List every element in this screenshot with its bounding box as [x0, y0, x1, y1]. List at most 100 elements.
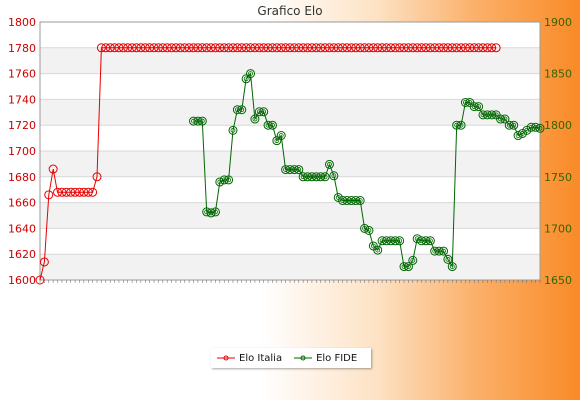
data-point [197, 116, 207, 126]
data-point [289, 43, 299, 53]
data-point [456, 120, 466, 130]
data-point [228, 43, 238, 53]
y-right-tick-label: 1800 [544, 119, 572, 132]
data-point [105, 43, 115, 53]
data-point [417, 43, 427, 53]
data-point [202, 43, 212, 53]
data-point [276, 43, 286, 53]
data-point [342, 196, 352, 206]
data-point-inner [213, 209, 218, 215]
data-point [202, 207, 212, 217]
y-left-tick-label: 1600 [8, 274, 36, 287]
data-point [294, 165, 304, 175]
data-point [210, 43, 220, 53]
data-point [439, 43, 449, 53]
data-point [342, 43, 352, 53]
data-point [92, 172, 102, 182]
data-point [329, 43, 339, 53]
data-point [500, 114, 510, 124]
data-point [456, 43, 466, 53]
data-point [35, 275, 45, 285]
y-left-tick-label: 1700 [8, 145, 36, 158]
data-point [267, 120, 277, 130]
data-point [263, 120, 273, 130]
data-point [232, 43, 242, 53]
data-point [377, 43, 387, 53]
data-point [96, 43, 106, 53]
series-line-1 [193, 72, 541, 269]
legend: Elo Italia Elo FIDE [211, 348, 371, 368]
data-point [250, 43, 260, 53]
data-point [311, 172, 321, 182]
data-point [381, 236, 391, 246]
data-point [333, 43, 343, 53]
data-point [412, 43, 422, 53]
data-point [373, 245, 383, 255]
y-right-tick-label: 1750 [544, 171, 572, 184]
data-point-inner [270, 122, 275, 128]
data-point [460, 43, 470, 53]
data-point [149, 43, 159, 53]
y-left-tick-label: 1780 [8, 42, 36, 55]
data-point [267, 43, 277, 53]
data-point [175, 43, 185, 53]
data-point [338, 196, 348, 206]
data-point [447, 43, 457, 53]
data-point-inner [467, 100, 473, 105]
data-point [237, 105, 247, 115]
legend-line-fide-icon [294, 355, 313, 361]
data-point-inner [366, 228, 372, 233]
data-point [140, 43, 150, 53]
data-point [285, 165, 295, 175]
data-point [210, 207, 220, 217]
data-point [127, 43, 137, 53]
data-point [364, 225, 374, 235]
data-point [206, 208, 216, 218]
data-point [509, 120, 519, 130]
data-point [478, 43, 488, 53]
legend-line-italia-icon [217, 355, 235, 361]
data-point [364, 43, 374, 53]
data-point [491, 43, 501, 53]
data-point [39, 257, 49, 267]
data-point [408, 255, 418, 265]
data-point [101, 43, 111, 53]
data-point [285, 43, 295, 53]
data-point [373, 43, 383, 53]
data-point [189, 116, 199, 126]
data-point [171, 43, 181, 53]
data-point-inner [441, 248, 446, 254]
y-left-tick-label: 1760 [8, 68, 36, 81]
data-point-inner [476, 104, 481, 110]
data-point [320, 43, 330, 53]
grid-band [40, 151, 540, 177]
data-point-inner [406, 264, 411, 269]
data-point [474, 102, 484, 112]
data-point [197, 43, 207, 53]
data-point [368, 43, 378, 53]
data-point [390, 236, 400, 246]
data-point [425, 236, 435, 246]
data-point [136, 43, 146, 53]
data-point [118, 43, 128, 53]
data-point [303, 43, 313, 53]
data-point [241, 74, 251, 84]
data-point [206, 43, 216, 53]
data-point [531, 122, 541, 132]
data-point [131, 43, 141, 53]
data-point-inner [445, 256, 451, 262]
y-right-tick-label: 1900 [544, 16, 572, 29]
data-point [70, 187, 80, 197]
data-point [145, 43, 155, 53]
y-left-tick-label: 1740 [8, 93, 36, 106]
data-point-inner [511, 122, 517, 128]
data-point [487, 110, 497, 120]
data-point [417, 236, 427, 246]
data-point [478, 110, 488, 120]
data-point-inner [357, 198, 363, 203]
data-point [360, 43, 370, 53]
data-point-inner [199, 118, 205, 124]
data-point [180, 43, 190, 53]
data-point [526, 122, 536, 132]
